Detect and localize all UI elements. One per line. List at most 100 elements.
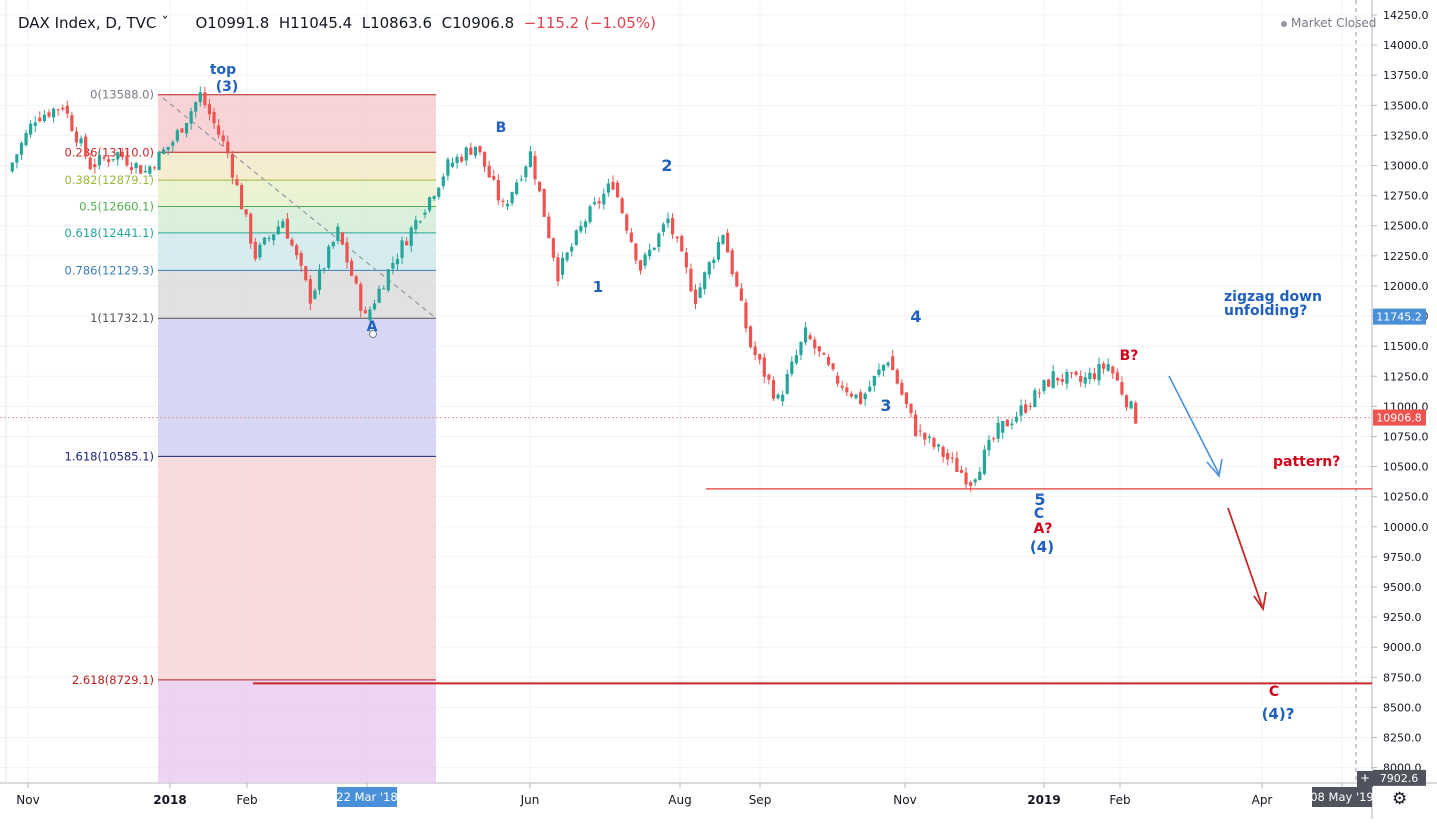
alert-price-badge-bg [1373, 308, 1426, 325]
crosshair-button[interactable]: + [1357, 771, 1373, 787]
red-arrow-head [1253, 591, 1267, 612]
y-tick-label: 12500.0 [1383, 220, 1429, 233]
candle-body [460, 156, 464, 162]
candle-body [198, 92, 202, 103]
candle-body [70, 115, 74, 132]
fib-zone-extension [158, 679, 436, 783]
candle-body [547, 216, 551, 239]
candle-body [97, 154, 102, 166]
candle-body [359, 284, 363, 311]
candle-body [391, 262, 395, 269]
candle-body [281, 221, 285, 228]
candle-body [519, 179, 523, 181]
wave-label: (4) [1030, 538, 1054, 556]
symbol-title[interactable]: DAX Index, D, TVC ˇ [18, 14, 169, 32]
candle-body [47, 112, 51, 117]
candle-body [629, 232, 633, 242]
last-price-badge-bg [1373, 409, 1426, 426]
candle-body [785, 374, 789, 394]
wave-label: A? [1034, 521, 1053, 537]
candle-body [446, 159, 450, 176]
candle-body [982, 449, 986, 474]
y-tick-label: 13750.0 [1383, 69, 1429, 82]
candle-body [712, 259, 716, 264]
candle-body [437, 187, 441, 197]
candle-body [932, 437, 936, 448]
symbol-name[interactable]: DAX Index, D, TVC [18, 14, 157, 32]
candle-body [881, 364, 886, 371]
candle-body [19, 143, 24, 155]
candle-body [964, 472, 968, 485]
candle-body [583, 221, 588, 228]
candle-body [487, 165, 491, 178]
chevron-down-icon[interactable]: ˇ [161, 14, 169, 32]
y-tick-label: 8250.0 [1383, 732, 1422, 745]
candle-body [120, 151, 124, 158]
candle-body [831, 363, 835, 370]
candle-body [620, 198, 624, 214]
wave-label: pattern? [1273, 454, 1340, 470]
candle-body [405, 241, 409, 246]
candle-body [1037, 392, 1042, 394]
candle-body [936, 444, 941, 447]
candle-body [996, 422, 1000, 439]
candle-body [693, 289, 698, 304]
candle-body [872, 375, 876, 386]
candle-body [1014, 416, 1019, 422]
candle-body [15, 154, 19, 163]
y-tick-label: 12750.0 [1383, 190, 1429, 203]
candle-body [253, 241, 257, 259]
x-tick-label: Nov [16, 793, 39, 807]
candle-body [501, 200, 505, 202]
candle-body [1042, 379, 1046, 392]
candle-body [991, 438, 996, 440]
candle-body [116, 152, 120, 160]
fib-level-label: 2.618(8729.1) [72, 673, 154, 687]
candle-body [927, 436, 931, 439]
wave-label: (4)? [1262, 705, 1295, 723]
candle-body [969, 482, 973, 486]
candle-body [556, 257, 560, 282]
y-tick-label: 10500.0 [1383, 461, 1429, 474]
candle-body [1106, 364, 1110, 371]
y-tick-label: 11250.0 [1383, 370, 1429, 383]
candle-body [565, 252, 569, 261]
candle-body [666, 218, 670, 224]
candle-body [735, 272, 739, 287]
candle-body [533, 155, 537, 180]
blue-arrow-head [1206, 458, 1223, 478]
candle-body [93, 164, 97, 168]
candle-body [139, 165, 143, 174]
fib-zone-2 [158, 180, 436, 207]
candle-body [670, 217, 675, 235]
x-tick-label: Feb [236, 793, 257, 807]
crosshair-date-badge [337, 787, 397, 807]
fib-level-label: 1.618(10585.1) [65, 449, 154, 463]
candle-body [395, 259, 400, 265]
candle-body [597, 201, 601, 204]
candle-body [588, 206, 592, 223]
candle-body [262, 237, 267, 245]
candle-body [579, 226, 583, 232]
candle-body [221, 135, 225, 142]
candle-body [152, 167, 157, 169]
candle-body [528, 151, 533, 168]
candle-body [482, 151, 487, 167]
candle-body [24, 132, 28, 146]
gear-icon[interactable]: ⚙ [1392, 789, 1408, 808]
candle-body [689, 268, 693, 292]
candle-body [423, 212, 427, 215]
candle-body [1134, 402, 1138, 424]
candle-body [65, 105, 69, 114]
x-tick-label: Jun [520, 793, 540, 807]
candle-body [799, 341, 803, 355]
candle-body [313, 290, 317, 299]
candle-body [207, 104, 212, 115]
fib-level-label: 0.5(12660.1) [79, 199, 154, 213]
candle-body [1120, 382, 1124, 395]
fib-zone-1 [158, 152, 436, 181]
candle-body [845, 387, 849, 393]
candle-body [235, 179, 239, 186]
